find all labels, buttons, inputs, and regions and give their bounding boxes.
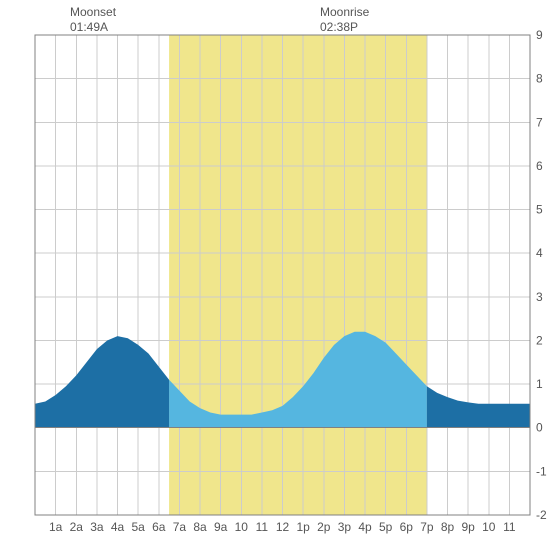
x-tick-label: 6a xyxy=(152,520,166,534)
y-tick-label: -1 xyxy=(536,464,547,478)
x-tick-label: 3a xyxy=(90,520,104,534)
y-tick-label: 4 xyxy=(536,246,543,260)
y-tick-label: 7 xyxy=(536,115,543,129)
x-tick-label: 7a xyxy=(173,520,187,534)
moonset-time: 01:49A xyxy=(70,20,108,34)
x-tick-label: 11 xyxy=(503,520,516,534)
x-tick-label: 10 xyxy=(482,520,496,534)
x-tick-label: 9a xyxy=(214,520,228,534)
x-tick-label: 7p xyxy=(420,520,434,534)
x-tick-label: 3p xyxy=(338,520,352,534)
x-tick-label: 1a xyxy=(49,520,63,534)
x-tick-label: 5a xyxy=(131,520,145,534)
x-tick-label: 8p xyxy=(441,520,455,534)
moonset-label: Moonset xyxy=(70,5,116,19)
chart-svg: -2-101234567891a2a3a4a5a6a7a8a9a1011121p… xyxy=(0,0,550,550)
y-tick-label: 0 xyxy=(536,421,543,435)
moonrise-time: 02:38P xyxy=(320,20,358,34)
y-tick-label: 1 xyxy=(536,377,543,391)
y-tick-label: 8 xyxy=(536,72,543,86)
y-ticks: -2 -1 0 1 2 3 4 5 6 7 8 9 xyxy=(536,28,547,522)
x-tick-label: 1p xyxy=(296,520,310,534)
x-tick-label: 4p xyxy=(358,520,372,534)
moonset-annotation: Moonset 01:49A xyxy=(70,5,116,35)
x-ticks: 1a 2a 3a 4a 5a 6a 7a 8a 9a 10 11 12 1p 2p 3p 4p 5p 6p 7p 8p… xyxy=(49,520,516,534)
y-tick-label: 5 xyxy=(536,203,543,217)
y-tick-label: 2 xyxy=(536,333,543,347)
moonrise-annotation: Moonrise 02:38P xyxy=(320,5,369,35)
x-tick-label: 12 xyxy=(276,520,290,534)
x-tick-label: 2p xyxy=(317,520,331,534)
x-tick-label: 9p xyxy=(461,520,475,534)
moonrise-label: Moonrise xyxy=(320,5,369,19)
y-tick-label: 3 xyxy=(536,290,543,304)
x-tick-label: 4a xyxy=(111,520,125,534)
x-tick-label: 2a xyxy=(70,520,84,534)
x-tick-label: 10 xyxy=(235,520,249,534)
x-tick-label: 8a xyxy=(193,520,207,534)
x-tick-label: 6p xyxy=(400,520,414,534)
x-tick-label: 11 xyxy=(256,520,269,534)
tide-chart: Moonset 01:49A Moonrise 02:38P -2-101234… xyxy=(0,0,550,550)
daylight-band xyxy=(169,35,427,515)
x-tick-label: 5p xyxy=(379,520,393,534)
y-tick-label: 9 xyxy=(536,28,543,42)
y-tick-label: 6 xyxy=(536,159,543,173)
y-tick-label: -2 xyxy=(536,508,547,522)
